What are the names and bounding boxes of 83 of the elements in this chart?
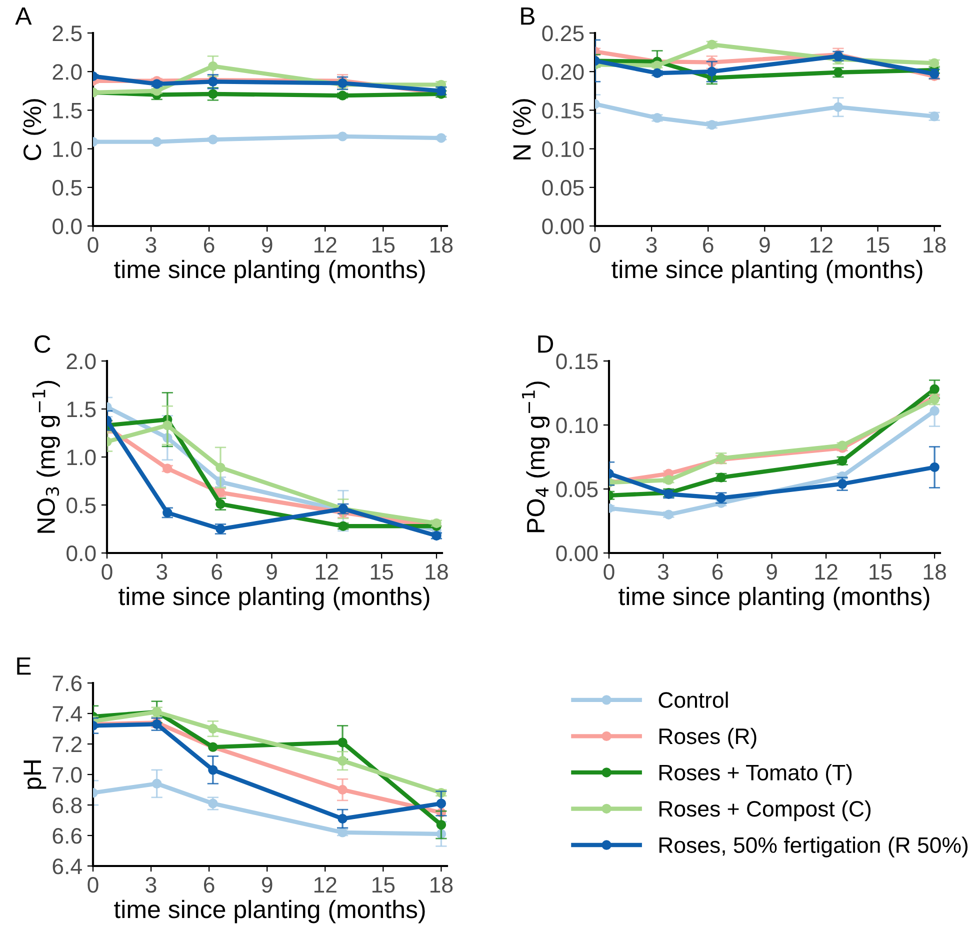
y-tick-label: 0.10 bbox=[556, 418, 598, 434]
y-tick-label: 6.8 bbox=[52, 798, 82, 814]
y-tick-label: 0.15 bbox=[542, 102, 584, 118]
y-tick-label: 1.0 bbox=[53, 141, 82, 158]
x-tick-label: 3 bbox=[146, 237, 156, 253]
x-tick-label: 6 bbox=[212, 564, 222, 580]
x-tick-label: 12 bbox=[815, 564, 838, 580]
y-tick-label: 7.0 bbox=[52, 767, 82, 783]
x-tick-label: 0 bbox=[88, 877, 98, 893]
y-tick-label: 1.5 bbox=[53, 102, 82, 118]
x-tick-label: 3 bbox=[156, 564, 168, 580]
x-tick-label: 15 bbox=[372, 877, 395, 893]
y-axis-title: pH bbox=[24, 760, 46, 789]
x-tick-label: 18 bbox=[426, 564, 448, 580]
x-axis-title: time since planting (months) bbox=[612, 260, 922, 284]
y-tick-label: 0.05 bbox=[542, 180, 584, 196]
x-tick-label: 12 bbox=[314, 237, 336, 253]
x-tick-label: 9 bbox=[766, 564, 777, 580]
x-tick-label: 9 bbox=[262, 877, 272, 893]
chart-title: D bbox=[538, 335, 554, 353]
chart-title: C bbox=[34, 335, 50, 353]
legend-label: Roses (R) bbox=[659, 728, 756, 749]
y-tick-label: 2.5 bbox=[52, 26, 82, 42]
x-tick-label: 15 bbox=[370, 564, 394, 580]
y-tick-label: 0.0 bbox=[52, 218, 82, 234]
y-tick-label: 0.20 bbox=[542, 64, 584, 80]
y-tick-label: 1.5 bbox=[67, 402, 96, 418]
legend-label: Roses, 50% fertigation (R 50%) bbox=[659, 836, 968, 858]
x-tick-label: 3 bbox=[646, 237, 657, 253]
x-tick-label: 15 bbox=[870, 564, 892, 580]
y-tick-label: 0.10 bbox=[542, 141, 584, 158]
x-tick-label: 6 bbox=[712, 564, 723, 580]
y-axis-title: C (%) bbox=[22, 99, 46, 160]
y-tick-label: 0.00 bbox=[542, 218, 584, 234]
y-tick-label: 7.4 bbox=[52, 706, 82, 722]
x-tick-label: 6 bbox=[204, 237, 214, 253]
y-tick-label: 7.6 bbox=[52, 676, 82, 692]
x-tick-label: 9 bbox=[760, 237, 770, 253]
x-tick-label: 12 bbox=[810, 237, 832, 253]
legend-label: Control bbox=[658, 692, 728, 708]
y-axis-title: N (%) bbox=[512, 99, 536, 160]
x-tick-label: 6 bbox=[204, 877, 214, 893]
y-tick-label: 2.0 bbox=[52, 64, 82, 80]
y-tick-label: 7.2 bbox=[52, 736, 82, 752]
y-axis-title: NO$_{3}$ (mg g$^{−1}$) bbox=[32, 380, 60, 533]
y-tick-label: 0.5 bbox=[66, 498, 96, 514]
x-tick-label: 12 bbox=[314, 877, 336, 893]
y-tick-label: 2.0 bbox=[66, 354, 96, 370]
y-axis-title: PO$_{4}$ (mg g$^{−1}$) bbox=[522, 382, 550, 532]
x-tick-label: 0 bbox=[88, 237, 98, 253]
chart-title: A bbox=[15, 7, 32, 25]
x-tick-label: 3 bbox=[658, 564, 668, 580]
x-tick-label: 18 bbox=[430, 237, 453, 253]
y-tick-label: 1.0 bbox=[67, 450, 96, 466]
x-tick-label: 0 bbox=[102, 564, 112, 580]
x-tick-label: 9 bbox=[266, 564, 277, 580]
x-axis-title: time since planting (months) bbox=[114, 260, 425, 284]
y-tick-label: 0.05 bbox=[556, 482, 598, 498]
x-tick-label: 3 bbox=[146, 877, 156, 893]
chart-title: B bbox=[521, 7, 534, 25]
x-tick-label: 18 bbox=[924, 237, 946, 253]
legend-label: Roses + Compost (C) bbox=[659, 800, 871, 822]
y-tick-label: 0.0 bbox=[66, 546, 96, 562]
x-tick-label: 15 bbox=[372, 237, 395, 253]
x-tick-label: 18 bbox=[924, 564, 946, 580]
x-tick-label: 0 bbox=[604, 564, 614, 580]
x-tick-label: 15 bbox=[867, 237, 890, 253]
y-tick-label: 0.15 bbox=[556, 354, 598, 370]
chart-title: E bbox=[17, 657, 31, 675]
x-tick-label: 6 bbox=[703, 237, 714, 253]
x-tick-label: 9 bbox=[262, 237, 272, 253]
y-tick-label: 0.5 bbox=[52, 180, 82, 196]
y-tick-label: 6.4 bbox=[52, 858, 82, 874]
y-tick-label: 0.00 bbox=[556, 546, 598, 562]
x-tick-label: 0 bbox=[590, 237, 600, 253]
x-axis-title: time since planting (months) bbox=[118, 586, 430, 610]
x-tick-label: 18 bbox=[430, 877, 453, 893]
x-axis-title: time since planting (months) bbox=[618, 586, 930, 610]
x-axis-title: time since planting (months) bbox=[114, 900, 425, 924]
y-tick-label: 0.25 bbox=[542, 26, 584, 42]
legend-label: Roses + Tomato (T) bbox=[659, 764, 852, 785]
y-tick-label: 6.6 bbox=[52, 828, 82, 844]
x-tick-label: 12 bbox=[316, 564, 338, 580]
